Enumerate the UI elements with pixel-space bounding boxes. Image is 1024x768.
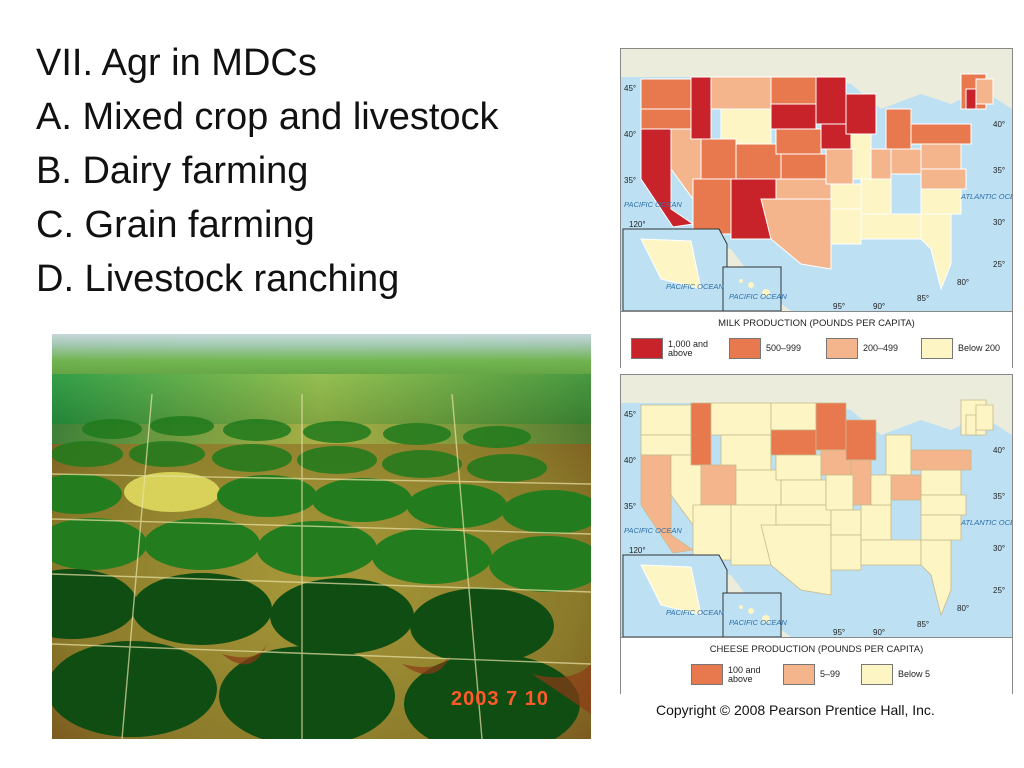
- milk-legend-item: 200–499: [826, 338, 898, 359]
- legend-label: 100 and above: [728, 664, 761, 684]
- milk-lat-35: 35°: [624, 176, 636, 185]
- photo-date-stamp: 2003 7 10: [451, 688, 549, 710]
- cheese-legend-title: CHEESE PRODUCTION (POUNDS PER CAPITA): [709, 644, 924, 655]
- cheese-lat-45: 45°: [624, 410, 636, 419]
- copyright-notice: Copyright © 2008 Pearson Prentice Hall, …: [656, 702, 935, 718]
- milk-lon-85: 85°: [917, 294, 929, 303]
- aerial-photo-center-pivot-fields: 2003 7 10: [52, 334, 591, 739]
- legend-label: 500–999: [766, 343, 802, 353]
- cheese-map-graphic: PACIFIC OCEAN ATLANTIC OCEAN PACIFIC OCE…: [621, 375, 1012, 637]
- legend-label: 1,000 and above: [668, 338, 709, 358]
- cheese-lon-80: 80°: [957, 604, 969, 613]
- cheese-legend-item: 100 and above: [691, 664, 772, 685]
- milk-production-map: PACIFIC OCEAN ATLANTIC OCEAN PACIFIC OCE…: [620, 48, 1013, 368]
- milk-legend-item: Below 200: [921, 338, 1000, 359]
- cheese-lat-40: 40°: [624, 456, 636, 465]
- legend-swatch: [783, 664, 815, 685]
- cheese-production-map: PACIFIC OCEAN ATLANTIC OCEAN PACIFIC OCE…: [620, 374, 1013, 694]
- milk-lat-35-east: 35°: [993, 166, 1005, 175]
- legend-label: 200–499: [863, 343, 899, 353]
- cheese-lat-35: 35°: [624, 502, 636, 511]
- cheese-lon-120: 120°: [629, 546, 646, 555]
- milk-lat-25: 25°: [993, 260, 1005, 269]
- cheese-lon-95: 95°: [833, 628, 845, 637]
- milk-legend-title: MILK PRODUCTION (POUNDS PER CAPITA): [718, 318, 915, 329]
- outline-heading: VII. Agr in MDCs: [36, 42, 317, 84]
- legend-label: Below 5: [898, 669, 931, 679]
- cheese-inset-label-2: PACIFIC OCEAN: [729, 618, 787, 627]
- aerial-photo-illustration: [52, 334, 591, 739]
- legend-swatch: [826, 338, 858, 359]
- milk-lon-80: 80°: [957, 278, 969, 287]
- milk-legend: MILK PRODUCTION (POUNDS PER CAPITA) 1,00…: [621, 311, 1012, 368]
- cheese-lat-35-east: 35°: [993, 492, 1005, 501]
- slide-outline: VII. Agr in MDCs A. Mixed crop and lives…: [36, 36, 499, 306]
- cheese-legend: CHEESE PRODUCTION (POUNDS PER CAPITA) 10…: [621, 637, 1012, 694]
- milk-lat-40-east: 40°: [993, 120, 1005, 129]
- milk-map-graphic: PACIFIC OCEAN ATLANTIC OCEAN PACIFIC OCE…: [621, 49, 1012, 311]
- cheese-lat-25: 25°: [993, 586, 1005, 595]
- legend-swatch: [861, 664, 893, 685]
- milk-pacific-label: PACIFIC OCEAN: [624, 200, 682, 209]
- outline-item-d: D. Livestock ranching: [36, 258, 400, 300]
- cheese-lon-85: 85°: [917, 620, 929, 629]
- milk-lat-40: 40°: [624, 130, 636, 139]
- milk-lat-30: 30°: [993, 218, 1005, 227]
- cheese-lat-30: 30°: [993, 544, 1005, 553]
- milk-map-area: PACIFIC OCEAN ATLANTIC OCEAN PACIFIC OCE…: [621, 49, 1012, 311]
- milk-inset-label-2: PACIFIC OCEAN: [729, 292, 787, 301]
- cheese-atlantic-label: ATLANTIC OCEAN: [960, 518, 1012, 527]
- milk-lat-45: 45°: [624, 84, 636, 93]
- milk-legend-item: 1,000 and above: [631, 338, 720, 359]
- milk-lon-90: 90°: [873, 302, 885, 311]
- outline-item-c: C. Grain farming: [36, 204, 315, 246]
- cheese-inset-label-1: PACIFIC OCEAN: [666, 608, 724, 617]
- milk-lon-120: 120°: [629, 220, 646, 229]
- cheese-legend-item: Below 5: [861, 664, 930, 685]
- outline-item-b: B. Dairy farming: [36, 150, 309, 192]
- outline-item-a: A. Mixed crop and livestock: [36, 96, 499, 138]
- legend-label: 5–99: [820, 669, 841, 679]
- milk-inset-label-1: PACIFIC OCEAN: [666, 282, 724, 291]
- legend-swatch: [729, 338, 761, 359]
- cheese-lat-40-east: 40°: [993, 446, 1005, 455]
- legend-swatch: [691, 664, 723, 685]
- cheese-lon-90: 90°: [873, 628, 885, 637]
- legend-swatch: [921, 338, 953, 359]
- cheese-legend-item: 5–99: [783, 664, 840, 685]
- legend-label: Below 200: [958, 343, 1001, 353]
- milk-legend-item: 500–999: [729, 338, 801, 359]
- cheese-map-area: PACIFIC OCEAN ATLANTIC OCEAN PACIFIC OCE…: [621, 375, 1012, 637]
- milk-lon-95: 95°: [833, 302, 845, 311]
- cheese-pacific-label: PACIFIC OCEAN: [624, 526, 682, 535]
- milk-atlantic-label: ATLANTIC OCEAN: [960, 192, 1012, 201]
- legend-swatch: [631, 338, 663, 359]
